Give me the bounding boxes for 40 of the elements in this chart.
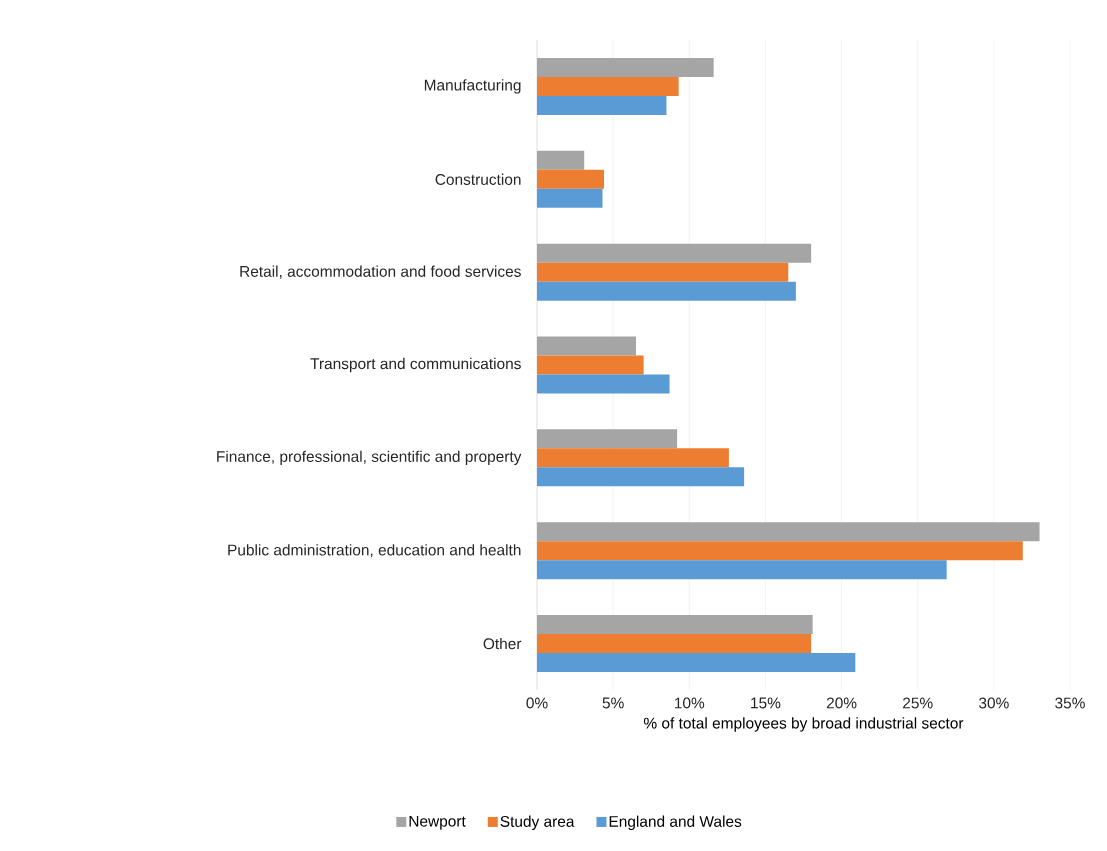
bar [537,150,585,170]
bar [537,243,812,263]
bar [537,188,603,208]
x-tick-label: 35% [1055,697,1085,709]
x-tick-label: 30% [979,697,1009,709]
y-tick-label: Retail, accommodation and food services [240,265,521,279]
bar [537,634,812,654]
bar [537,281,796,301]
y-tick-label: Public administration, education and health [228,544,521,558]
y-tick-label: Transport and communications [310,357,521,373]
bar [537,57,714,77]
bar [537,560,947,580]
bar [537,653,856,673]
bar [537,262,789,282]
y-tick-label: Manufacturing [424,79,521,94]
bar [537,355,644,375]
legend-label: Newport [409,815,466,830]
bar [537,374,670,394]
legend-label: England and Wales [609,815,742,830]
x-tick-label: 0% [526,697,548,709]
legend-label: Study area [500,815,575,830]
y-tick-label: Other [483,637,522,650]
x-tick-label: 20% [826,697,857,709]
bar [537,429,678,449]
bar [537,336,636,356]
x-tick-label: 5% [602,697,624,709]
x-tick-label: 25% [903,697,933,709]
bar [537,467,745,487]
x-tick-label: 10% [675,697,705,709]
bar [537,615,813,635]
bar [537,448,729,468]
bar [537,95,667,115]
y-tick-label: Finance, professional, scientific and property [217,450,522,466]
x-tick-label: 15% [751,697,781,709]
bar [537,522,1040,542]
bar [537,541,1023,561]
bar [537,76,679,96]
y-tick-label: Construction [435,173,521,185]
x-axis-title: % of total employees by broad industrial sector [643,717,964,732]
bar [537,169,605,189]
